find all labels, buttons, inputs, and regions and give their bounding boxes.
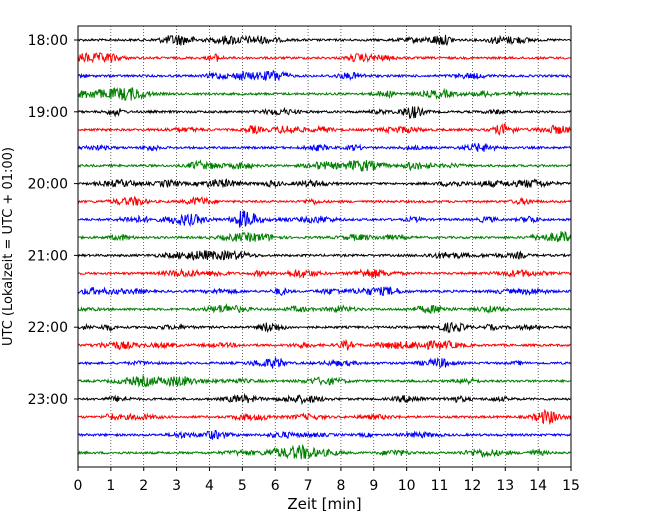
y-tick-label: 23:00	[28, 392, 68, 408]
x-tick-label: 13	[496, 478, 514, 494]
seismogram-trace	[77, 210, 572, 228]
seismogram-trace	[77, 123, 572, 136]
y-tick-label: 19:00	[28, 105, 68, 121]
x-tick-label: 5	[238, 478, 247, 494]
seismogram-trace	[77, 69, 571, 82]
x-tick-label: 0	[74, 478, 83, 494]
seismogram-trace	[77, 178, 571, 189]
x-tick-label: 1	[106, 478, 115, 494]
seismogram-trace	[77, 374, 572, 388]
x-tick-label: 6	[271, 478, 280, 494]
x-tick-label: 10	[398, 478, 416, 494]
seismogram-trace	[77, 408, 572, 426]
y-tick-label: 18:00	[28, 33, 68, 49]
seismogram-trace	[77, 286, 571, 297]
seismogram-trace	[77, 142, 572, 152]
seismogram-traces	[77, 34, 572, 460]
seismogram-trace	[77, 195, 572, 206]
x-tick-label: 9	[369, 478, 378, 494]
seismogram-trace	[77, 87, 572, 101]
seismogram-trace	[77, 105, 572, 119]
seismogram-trace	[77, 302, 572, 315]
y-axis: 18:00 19:00 20:00 21:00 22:00 23:00	[28, 33, 78, 408]
y-axis-title: UTC (Lokalzeit = UTC + 01:00)	[1, 147, 16, 346]
seismogram-trace	[77, 338, 571, 351]
y-tick-label: 21:00	[28, 248, 68, 264]
seismogram-trace	[77, 52, 572, 64]
seismogram-trace	[77, 321, 572, 334]
x-tick-label: 8	[336, 478, 345, 494]
x-tick-label: 7	[304, 478, 313, 494]
x-axis: 0 1 2 3 4 5 6 7 8 9 10 11 12 13 14 15	[74, 467, 580, 494]
y-tick-label: 22:00	[28, 320, 68, 336]
x-tick-label: 3	[172, 478, 181, 494]
seismogram-trace	[77, 357, 572, 369]
seismogram-trace	[77, 34, 572, 46]
y-tick-label: 20:00	[28, 177, 68, 193]
seismogram-trace	[77, 443, 571, 460]
x-tick-label: 14	[529, 478, 547, 494]
seismogram-trace	[77, 392, 571, 406]
seismogram-trace	[77, 230, 572, 243]
seismogram-trace	[77, 429, 571, 440]
x-tick-label: 2	[139, 478, 148, 494]
x-axis-title: Zeit [min]	[287, 495, 361, 513]
seismogram-trace	[77, 249, 571, 261]
seismogram-trace	[77, 159, 572, 172]
seismogram-trace	[77, 267, 572, 279]
x-tick-label: 12	[463, 478, 481, 494]
plot-frame	[77, 25, 572, 468]
vertical-grid	[110, 26, 539, 467]
x-tick-label: 4	[205, 478, 214, 494]
x-tick-label: 15	[562, 478, 580, 494]
x-tick-label: 11	[431, 478, 449, 494]
